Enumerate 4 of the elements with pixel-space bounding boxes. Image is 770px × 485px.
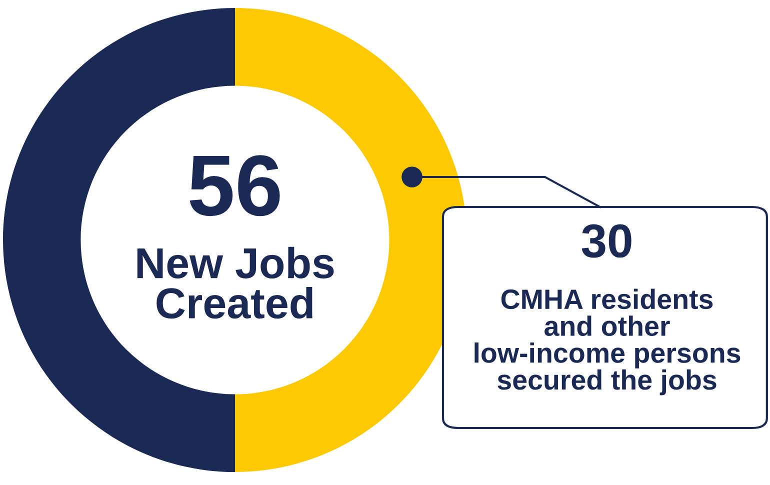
text: 30 [582, 224, 632, 258]
text: New Jobs Created [137, 246, 334, 319]
text: CMHA residents and other low-income persons secured the jobs [474, 288, 740, 396]
text: 56 [190, 155, 280, 216]
